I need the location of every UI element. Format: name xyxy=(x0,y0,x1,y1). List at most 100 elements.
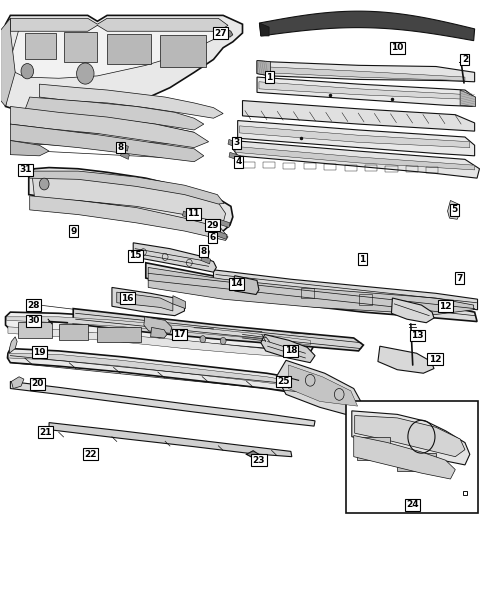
Bar xyxy=(97,327,141,342)
Polygon shape xyxy=(276,360,363,418)
Polygon shape xyxy=(228,153,240,161)
Text: 15: 15 xyxy=(129,252,141,260)
Text: 20: 20 xyxy=(31,379,44,388)
Polygon shape xyxy=(10,124,203,162)
Text: 19: 19 xyxy=(33,348,45,356)
Text: 10: 10 xyxy=(390,43,403,52)
Text: 8: 8 xyxy=(117,143,123,152)
Polygon shape xyxy=(146,263,476,322)
Polygon shape xyxy=(259,23,269,36)
Text: 9: 9 xyxy=(70,227,76,236)
Polygon shape xyxy=(258,82,469,100)
Text: 25: 25 xyxy=(276,377,289,386)
Polygon shape xyxy=(351,411,469,465)
Text: 30: 30 xyxy=(27,316,40,326)
Polygon shape xyxy=(9,337,17,353)
Bar xyxy=(262,163,274,168)
Polygon shape xyxy=(8,353,314,390)
Text: 24: 24 xyxy=(406,501,418,509)
Text: 27: 27 xyxy=(214,28,227,38)
Circle shape xyxy=(21,64,33,79)
Polygon shape xyxy=(148,267,473,315)
Polygon shape xyxy=(232,141,479,178)
Text: 28: 28 xyxy=(27,300,40,310)
Polygon shape xyxy=(112,287,184,316)
Polygon shape xyxy=(10,25,223,78)
Polygon shape xyxy=(232,276,258,294)
Polygon shape xyxy=(257,77,474,107)
Polygon shape xyxy=(10,382,315,426)
Text: 22: 22 xyxy=(84,450,97,459)
Text: 5: 5 xyxy=(450,206,456,214)
Polygon shape xyxy=(260,335,315,363)
Bar xyxy=(356,436,390,460)
Polygon shape xyxy=(7,349,317,396)
Text: 7: 7 xyxy=(455,273,461,283)
Polygon shape xyxy=(30,171,224,204)
Circle shape xyxy=(76,63,94,84)
Bar xyxy=(242,282,256,292)
Polygon shape xyxy=(11,377,24,389)
Text: 11: 11 xyxy=(186,210,199,219)
Polygon shape xyxy=(235,147,474,170)
Polygon shape xyxy=(377,346,433,373)
Text: 2: 2 xyxy=(461,55,467,64)
Text: 23: 23 xyxy=(252,456,265,465)
Bar xyxy=(59,325,88,340)
Polygon shape xyxy=(73,309,363,351)
Polygon shape xyxy=(199,247,209,256)
Text: 3: 3 xyxy=(233,138,239,147)
Text: 12: 12 xyxy=(428,355,440,363)
Polygon shape xyxy=(5,15,242,115)
Polygon shape xyxy=(200,256,210,264)
Circle shape xyxy=(156,331,162,338)
Polygon shape xyxy=(29,168,232,231)
Bar xyxy=(396,453,435,471)
Polygon shape xyxy=(151,327,166,338)
Polygon shape xyxy=(49,422,291,456)
Text: 21: 21 xyxy=(39,428,51,436)
Polygon shape xyxy=(259,11,474,41)
Polygon shape xyxy=(172,296,185,309)
Text: 13: 13 xyxy=(410,331,423,340)
Polygon shape xyxy=(117,292,172,311)
Circle shape xyxy=(176,333,182,340)
Bar xyxy=(283,163,295,169)
Bar xyxy=(358,294,371,305)
Polygon shape xyxy=(144,317,171,333)
Polygon shape xyxy=(5,312,315,352)
Polygon shape xyxy=(213,270,477,310)
Text: 4: 4 xyxy=(235,157,242,166)
Circle shape xyxy=(199,336,205,343)
Polygon shape xyxy=(10,141,49,156)
Text: 14: 14 xyxy=(230,279,242,289)
Text: 12: 12 xyxy=(439,302,451,311)
Text: 16: 16 xyxy=(121,293,134,303)
Bar xyxy=(323,164,335,170)
Polygon shape xyxy=(25,97,203,130)
Text: 29: 29 xyxy=(206,221,218,230)
Text: 1: 1 xyxy=(265,72,272,82)
Bar xyxy=(344,165,356,171)
Polygon shape xyxy=(39,84,223,118)
Text: 31: 31 xyxy=(19,166,32,174)
Polygon shape xyxy=(32,174,225,223)
Polygon shape xyxy=(459,90,475,107)
Bar xyxy=(364,166,377,171)
Bar xyxy=(405,167,417,173)
Polygon shape xyxy=(216,231,227,239)
Polygon shape xyxy=(237,121,474,156)
Polygon shape xyxy=(257,61,474,82)
Polygon shape xyxy=(0,18,15,107)
Polygon shape xyxy=(288,365,357,406)
Circle shape xyxy=(39,178,49,190)
Polygon shape xyxy=(182,211,192,219)
Bar xyxy=(303,164,315,170)
Text: 8: 8 xyxy=(200,247,207,256)
Polygon shape xyxy=(257,61,270,76)
Polygon shape xyxy=(218,219,229,227)
Text: 1: 1 xyxy=(359,255,365,264)
Polygon shape xyxy=(353,435,454,479)
Polygon shape xyxy=(8,327,305,358)
Polygon shape xyxy=(30,196,227,240)
